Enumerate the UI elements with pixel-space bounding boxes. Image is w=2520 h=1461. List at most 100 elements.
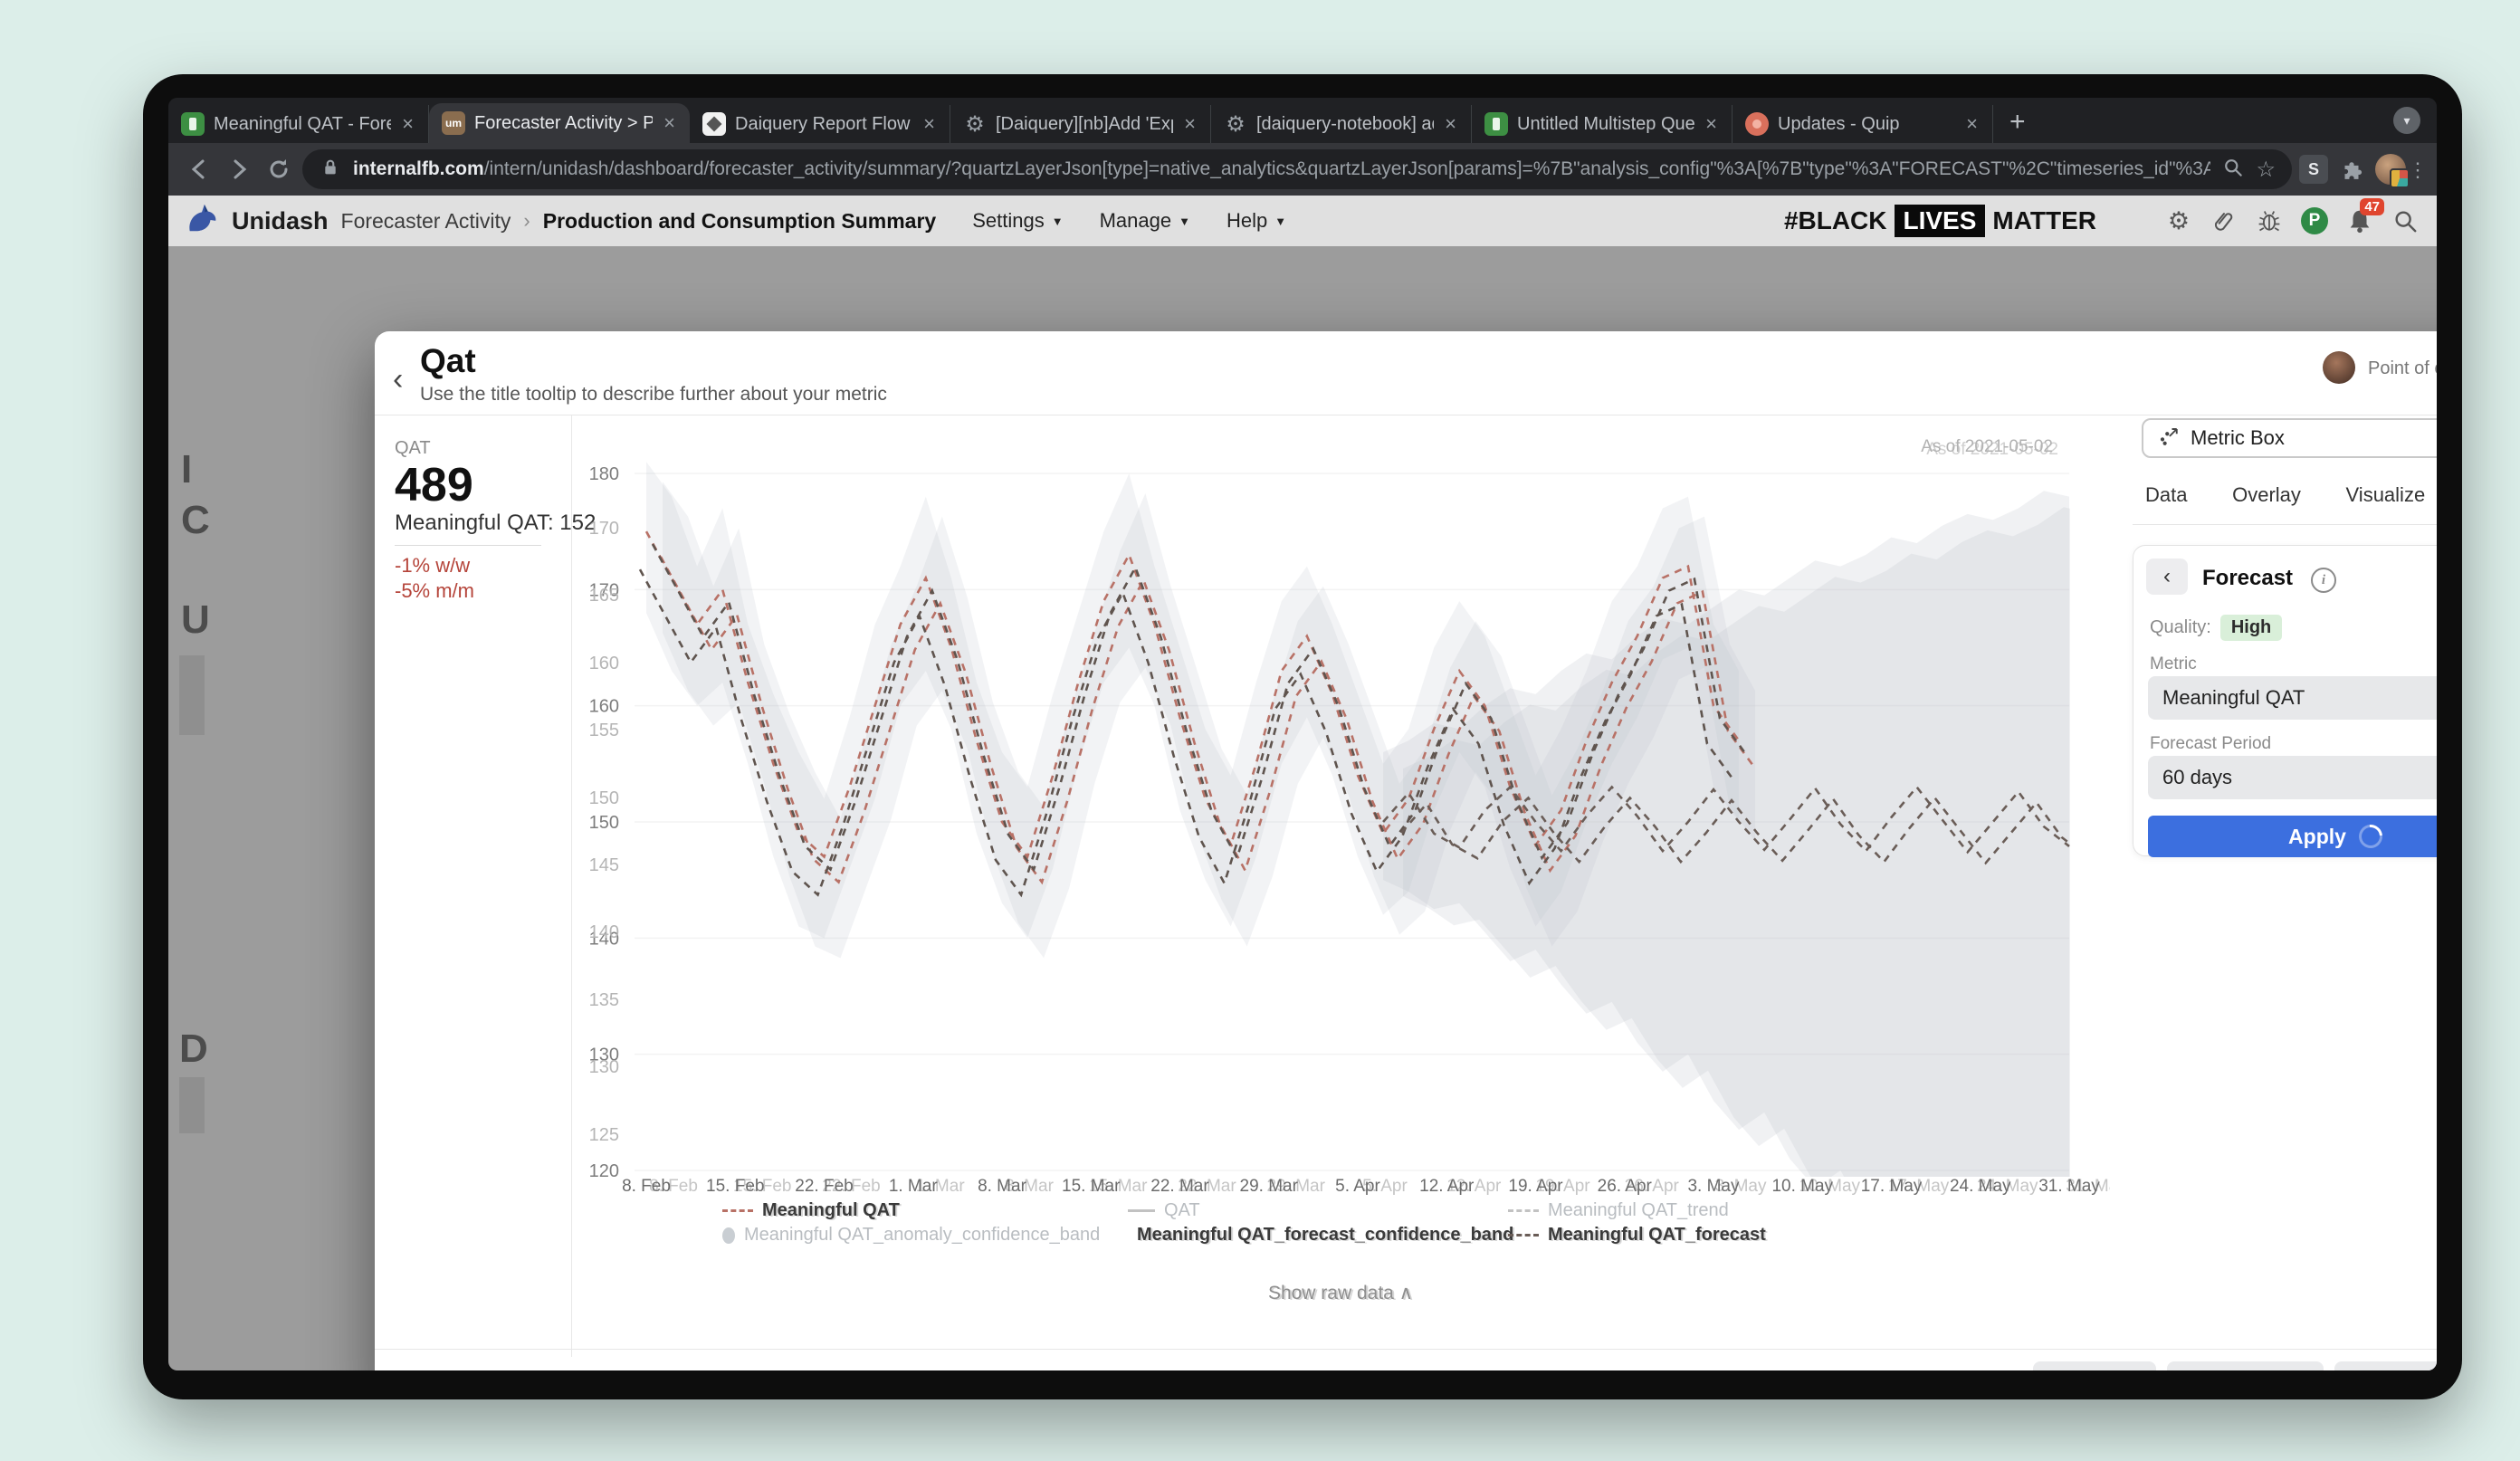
tab-overlay[interactable]: Overlay [2232, 483, 2301, 506]
chevron-down-icon: ▼ [1274, 214, 1287, 228]
svg-text:19. Apr: 19. Apr [1508, 1177, 1563, 1196]
tab-title: Updates - Quip [1778, 113, 1900, 134]
url-domain: internalfb.com [353, 158, 484, 179]
legend-item[interactable]: QAT [1128, 1198, 1508, 1223]
search-icon[interactable] [2390, 205, 2420, 236]
show-raw-data-toggle[interactable]: Show raw data ∧ [1267, 1283, 1414, 1303]
card-title: Forecast [2202, 566, 2294, 590]
svg-text:150: 150 [589, 788, 619, 808]
svg-text:3. May: 3. May [1687, 1177, 1740, 1196]
paperclip-icon[interactable] [2209, 205, 2239, 236]
browser-tab-4[interactable]: ⚙ [daiquery-notebook] add view × [1211, 105, 1472, 143]
metric-box-select[interactable]: Metric Box ▼ [2142, 418, 2437, 458]
forecast-period-dropdown[interactable]: 60 days ▼ [2148, 756, 2437, 799]
svg-text:26. Apr: 26. Apr [1598, 1177, 1653, 1196]
browser-tab-0[interactable]: Meaningful QAT - Forecaster C × [168, 105, 429, 143]
bookmark-star-icon[interactable]: ☆ [2256, 157, 2276, 182]
svg-text:29. Mar: 29. Mar [1240, 1177, 1299, 1196]
close-icon[interactable]: × [1966, 112, 1978, 135]
back-icon[interactable] [183, 153, 215, 186]
menu-help[interactable]: Help ▼ [1226, 209, 1287, 232]
profile-avatar[interactable] [2375, 154, 2410, 188]
extension-s-icon[interactable]: S [2299, 155, 2328, 184]
chart-legend: Meaningful QAT Meaningful QAT_anomaly_con… [722, 1198, 1766, 1247]
series-Meaningful QAT_forecast [1382, 785, 2070, 865]
svg-text:31. May: 31. May [2066, 1177, 2110, 1196]
brand-name[interactable]: Unidash [232, 206, 329, 234]
svg-text:8. Feb: 8. Feb [649, 1177, 698, 1196]
extensions-puzzle-icon[interactable] [2335, 153, 2368, 186]
svg-text:155: 155 [589, 721, 619, 740]
metric-detail-modal: ‹ Qat Use the title tooltip to describe … [375, 331, 2437, 1370]
divider [395, 545, 541, 546]
close-icon[interactable]: × [663, 111, 675, 134]
browser-tab-2[interactable]: Daiquery Report Flow - Pixelc × [690, 105, 950, 143]
close-icon[interactable]: × [402, 112, 414, 135]
browser-menu-icon[interactable]: ⋮ [2408, 158, 2428, 181]
legend-item[interactable]: Meaningful QAT_trend [1508, 1198, 1766, 1223]
unidash-header: Unidash Forecaster Activity › Production… [168, 196, 2437, 246]
legend-item[interactable]: Meaningful QAT [722, 1198, 1128, 1223]
legend-label: QAT [1164, 1200, 1200, 1220]
apply-button[interactable]: Apply [2148, 816, 2437, 857]
tab-data[interactable]: Data [2145, 483, 2188, 506]
info-icon[interactable]: i [2311, 568, 2336, 593]
divider [571, 415, 572, 1357]
laptop-frame: Meaningful QAT - Forecaster C × um Forecast… [143, 74, 2462, 1399]
metric-dropdown[interactable]: Meaningful QAT ▼ [2148, 676, 2437, 720]
page-subtitle: Use the title tooltip to describe furthe… [420, 384, 887, 405]
menu-manage[interactable]: Manage ▼ [1099, 209, 1190, 232]
svg-text:12. Apr: 12. Apr [1419, 1177, 1475, 1196]
svg-text:165: 165 [589, 586, 619, 606]
browser-tab-3[interactable]: ⚙ [Daiquery][nb]Add 'Export to L × [950, 105, 1211, 143]
svg-text:31. May: 31. May [2038, 1177, 2100, 1196]
tab-visualize[interactable]: Visualize [2345, 483, 2426, 506]
browser-tab-1[interactable]: um Forecaster Activity > Productio × [429, 103, 690, 143]
browser-tab-6[interactable]: Updates - Quip × [1732, 105, 1993, 143]
browser-toolbar: internalfb.com/intern/unidash/dashboard/… [168, 143, 2437, 196]
legend-item[interactable]: Meaningful QAT_anomaly_confidence_band [722, 1223, 1128, 1247]
svg-text:24. May: 24. May [1977, 1177, 2038, 1196]
background-text-fragment: I [181, 447, 193, 492]
svg-text:170: 170 [589, 519, 619, 539]
svg-text:15. Feb: 15. Feb [706, 1177, 764, 1196]
reload-icon[interactable] [262, 153, 295, 186]
address-bar[interactable]: internalfb.com/intern/unidash/dashboard/… [302, 149, 2292, 189]
pensieve-icon[interactable]: P [2299, 205, 2330, 236]
breadcrumb-root[interactable]: Forecaster Activity [340, 208, 511, 233]
close-icon[interactable]: × [1184, 112, 1196, 135]
new-tab-button[interactable]: + [2009, 107, 2026, 137]
browser-tab-5[interactable]: Untitled Multistep Query - Gui × [1472, 105, 1732, 143]
close-icon[interactable]: × [923, 112, 935, 135]
legend-marker-icon [1128, 1209, 1155, 1212]
page-title: Qat [420, 342, 476, 379]
legend-label: Meaningful QAT_forecast [1548, 1225, 1766, 1245]
svg-text:8. Mar: 8. Mar [978, 1177, 1027, 1196]
metric-big-value: 489 [395, 459, 473, 511]
scatter-arrow-icon [2156, 423, 2181, 454]
svg-text:10. May: 10. May [1771, 1177, 1833, 1196]
legend-item[interactable]: Meaningful QAT_forecast_confidence_band [1128, 1223, 1513, 1247]
card-back-button[interactable]: ‹ [2146, 559, 2188, 595]
svg-text:3. May: 3. May [1714, 1177, 1767, 1196]
close-icon[interactable]: × [1445, 112, 1456, 135]
go-to-query-source-button[interactable]: Go to Query Source [2334, 1361, 2437, 1370]
bell-icon[interactable]: 47 [2344, 198, 2384, 236]
legend-label: Meaningful QAT_trend [1548, 1200, 1729, 1220]
gear-icon[interactable]: ⚙ [2167, 206, 2191, 234]
legend-item[interactable]: Meaningful QAT_forecast [1508, 1223, 1766, 1247]
as-of-label: As of 2021-05-02 [1921, 437, 2053, 456]
point-of-contact-avatar[interactable] [2323, 351, 2355, 384]
export-button[interactable]: Export [2032, 1361, 2157, 1370]
menu-settings[interactable]: Settings ▼ [972, 209, 1064, 232]
close-icon[interactable]: × [1705, 112, 1717, 135]
forward-icon[interactable] [223, 153, 255, 186]
copy-url-button[interactable]: Copy URL [2167, 1361, 2324, 1370]
bug-icon[interactable] [2254, 205, 2285, 236]
zoom-icon[interactable] [2221, 156, 2245, 184]
forecast-chart[interactable]: 1801701601501401301201701651601551501451… [571, 434, 2110, 1202]
tab-search-icon[interactable]: ▾ [2393, 107, 2420, 134]
modal-back-icon[interactable]: ‹ [393, 362, 404, 396]
gear-favicon-icon: ⚙ [1226, 111, 1246, 137]
